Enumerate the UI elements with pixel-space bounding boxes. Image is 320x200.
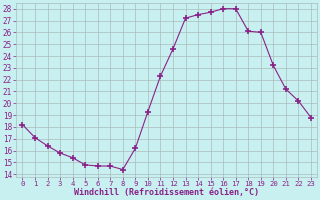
X-axis label: Windchill (Refroidissement éolien,°C): Windchill (Refroidissement éolien,°C) bbox=[74, 188, 259, 197]
